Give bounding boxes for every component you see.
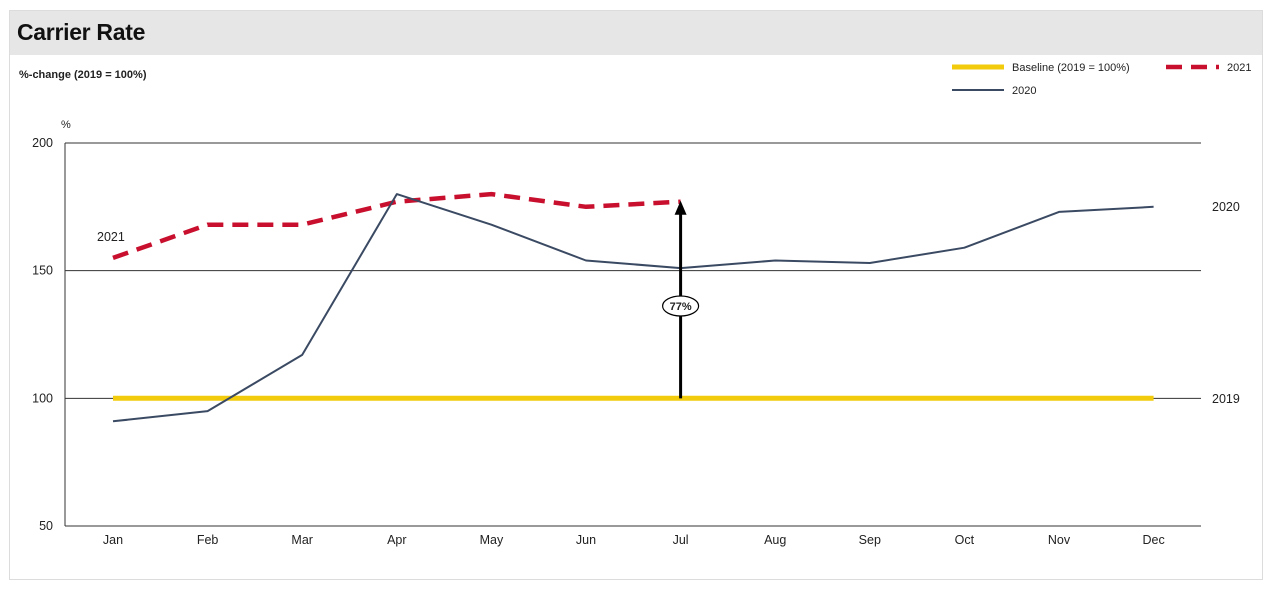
annotation-label-oval [661, 295, 700, 317]
y-tick-label: 50 [39, 519, 53, 533]
x-tick-label: Feb [197, 533, 219, 547]
title-bar: Carrier Rate [10, 11, 1262, 55]
text-labels: %-change (2019 = 100%) 2019 2020 2021 [19, 69, 1240, 406]
x-tick-label: Sep [859, 533, 881, 547]
y-axis-label: % [61, 119, 71, 131]
gridlines [65, 142, 1201, 527]
x-tick-label: Jan [103, 533, 123, 547]
legend-label-2021: 2021 [1227, 62, 1251, 74]
x-tick-label: Apr [387, 533, 406, 547]
x-tick-label: Aug [764, 533, 786, 547]
series-layer [112, 191, 1154, 423]
x-tick-label: Mar [291, 533, 313, 547]
series-end-label-2020: 2020 [1212, 200, 1240, 214]
x-tick-label: Oct [955, 533, 975, 547]
y-tick-label: 200 [32, 136, 53, 150]
x-tick-label: Nov [1048, 533, 1071, 547]
x-tick-label: Dec [1142, 533, 1164, 547]
annotation-label: 77% [670, 301, 692, 313]
axes: 50 100 150 200% Jan Feb Mar Apr May Jun Jul Aug Sep O… [32, 119, 1165, 547]
chart-title: Carrier Rate [17, 19, 146, 45]
y-tick-label: 150 [32, 264, 53, 278]
series-end-label-2019: 2019 [1212, 392, 1240, 406]
y-tick-label: 100 [32, 391, 53, 405]
x-tick-label: Jun [576, 533, 596, 547]
x-tick-label: May [480, 533, 504, 547]
legend-label-baseline: Baseline (2019 = 100%) [1012, 62, 1130, 74]
chart-panel: Carrier Rate [9, 10, 1263, 580]
series-line-2020 [112, 193, 1154, 423]
annotation-arrow-head [674, 200, 687, 215]
series-start-label-2021: 2021 [97, 230, 125, 244]
series-line-2021 [112, 191, 681, 261]
legend-label-2020: 2020 [1012, 85, 1036, 97]
legend: Baseline (2019 = 100%) 2021 2020 [952, 62, 1251, 97]
annotation-layer: 77% [661, 200, 700, 399]
chart-subtitle: %-change (2019 = 100%) [19, 69, 147, 81]
x-tick-label: Jul [673, 533, 689, 547]
